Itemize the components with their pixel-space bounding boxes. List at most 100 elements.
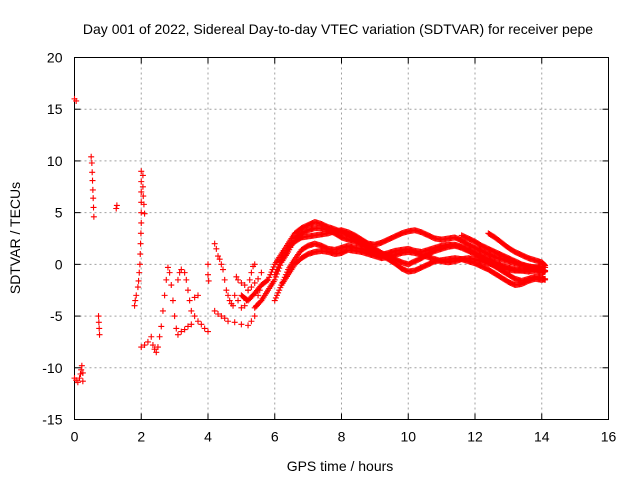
data-point (136, 269, 143, 276)
data-point (225, 318, 232, 325)
chart-title: Day 001 of 2022, Sidereal Day-to-day VTE… (83, 21, 593, 37)
data-point (248, 269, 255, 276)
data-point (139, 172, 146, 179)
data-point (79, 369, 86, 376)
x-tick-label: 4 (204, 429, 212, 445)
data-point (173, 325, 180, 332)
x-tick-label: 0 (71, 429, 79, 445)
x-tick-label: 6 (271, 429, 279, 445)
data-point (176, 269, 183, 276)
data-point (74, 379, 81, 386)
y-axis-label: SDTVAR / TECUs (7, 182, 23, 294)
data-point (174, 331, 181, 338)
data-point (89, 169, 96, 176)
data-point (251, 313, 258, 320)
data-point (183, 276, 190, 283)
y-tick-label: -10 (42, 360, 62, 376)
data-point (159, 307, 166, 314)
x-tick-label: 10 (400, 429, 416, 445)
data-point (231, 319, 238, 326)
data-point (131, 302, 138, 309)
data-point (164, 264, 171, 271)
data-point (223, 287, 230, 294)
data-point (144, 338, 151, 345)
data-point (166, 269, 173, 276)
data-point (542, 275, 549, 282)
data-point (89, 186, 96, 193)
data-point (95, 313, 102, 320)
data-point (79, 378, 86, 385)
data-point (140, 193, 147, 200)
data-point (263, 277, 270, 284)
data-point (235, 297, 242, 304)
data-point (241, 302, 248, 309)
data-point (141, 342, 148, 349)
data-point (78, 366, 85, 373)
data-point (251, 261, 258, 268)
data-point (163, 276, 170, 283)
data-point (188, 321, 195, 328)
data-point (271, 276, 278, 283)
data-point (205, 271, 211, 278)
data-point (241, 282, 248, 289)
data-point (95, 319, 102, 326)
data-point (215, 311, 222, 318)
data-point (186, 297, 193, 304)
data-point (153, 349, 160, 356)
data-point (205, 277, 212, 284)
data-point (198, 321, 205, 328)
data-point (137, 230, 144, 237)
data-point (238, 304, 245, 311)
data-point (76, 375, 83, 382)
data-point (235, 276, 242, 283)
data-point (138, 209, 145, 216)
data-point (135, 277, 142, 284)
data-point (132, 297, 139, 304)
data-point (538, 265, 545, 272)
data-point (133, 292, 140, 299)
data-point (273, 292, 280, 299)
data-point (225, 292, 232, 299)
data-point (265, 276, 272, 283)
data-point (271, 271, 278, 278)
data-point (213, 245, 220, 252)
data-point (272, 294, 279, 301)
data-point (138, 344, 145, 351)
x-tick-label: 2 (137, 429, 145, 445)
data-point (278, 282, 285, 289)
data-point (246, 276, 253, 283)
data-point (139, 183, 146, 190)
x-axis-label: GPS time / hours (287, 458, 394, 474)
y-tick-label: 20 (47, 50, 63, 66)
data-point (272, 269, 279, 276)
data-point (542, 268, 549, 275)
data-point (90, 204, 97, 211)
data-point (154, 344, 161, 351)
data-point (171, 313, 178, 320)
data-point (245, 287, 252, 294)
data-point (276, 287, 283, 294)
data-point (138, 219, 145, 226)
plot-frame (74, 57, 609, 420)
data-point (178, 328, 185, 335)
data-point (205, 261, 211, 268)
data-point (151, 346, 158, 353)
data-point (280, 276, 287, 283)
data-point (251, 279, 258, 286)
data-point (134, 284, 141, 291)
data-point (248, 284, 255, 291)
data-point (89, 177, 96, 184)
data-point (221, 276, 228, 283)
data-point (96, 331, 103, 338)
data-point (136, 261, 143, 268)
data-point (138, 168, 145, 175)
data-point (255, 275, 262, 282)
y-tick-label: -15 (42, 412, 62, 428)
tick-labels: 0 2 4 6 8 10 12 14 16 -15 -10 -5 0 5 10 15 20 (42, 50, 616, 445)
data-point (275, 263, 282, 270)
data-markers (71, 95, 549, 386)
data-point (258, 269, 265, 276)
data-point (181, 326, 188, 333)
data-point (90, 213, 97, 220)
data-point (266, 274, 273, 281)
